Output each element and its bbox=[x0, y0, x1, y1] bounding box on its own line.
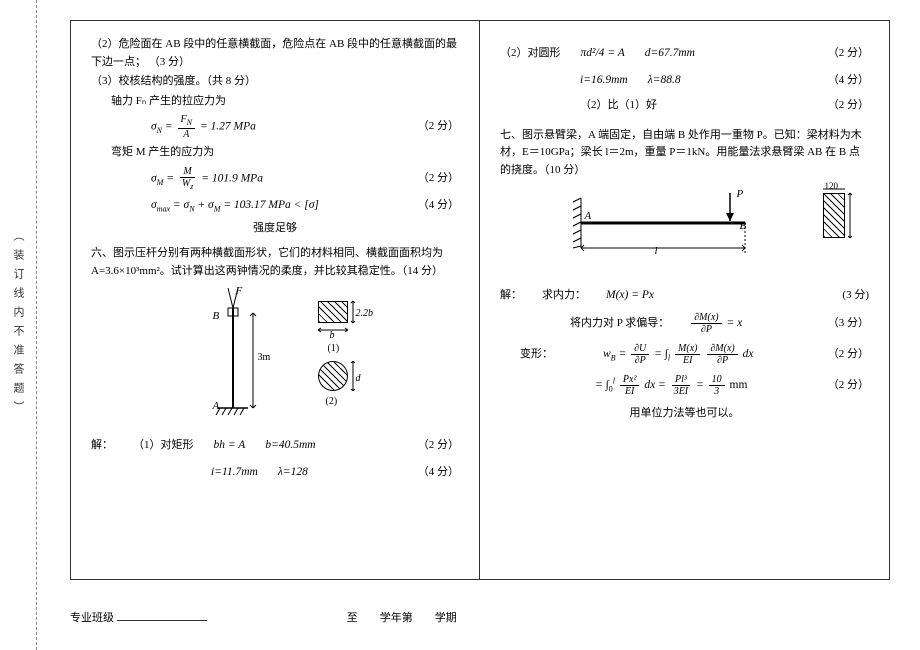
circle-section: d (2) bbox=[318, 361, 358, 416]
circ-eq1: πd²/4 = A bbox=[581, 44, 625, 62]
diag-d: d bbox=[356, 371, 361, 387]
result-formula: = ∫0l Px²EI dx = Pl³3EI = 103 mm bbox=[595, 374, 747, 397]
item3-text: （3）校核结构的强度。（共 8 分） bbox=[91, 73, 256, 91]
rect-lambda: λ=128 bbox=[278, 463, 308, 481]
q6-diagram-area: F B A 3m 2.2b b (1) bbox=[91, 288, 459, 428]
sigma-max-formula: σmax = σN + σM = 103.17 MPa < [σ] bbox=[151, 196, 319, 216]
beam-section: 120 bbox=[815, 193, 855, 253]
q7-result: = ∫0l Px²EI dx = Pl³3EI = 103 mm （2 分） bbox=[595, 374, 869, 397]
diag-label-2: (2) bbox=[326, 394, 338, 410]
section-dim-svg bbox=[815, 185, 855, 245]
q7-internal-force: 解： 求内力： M(x) = Px (3 分) bbox=[500, 286, 869, 305]
result-unit: mm bbox=[730, 379, 748, 391]
right-column: （2）对圆形 πd²/4 = A d=67.7mm （2 分） i=16.9mm… bbox=[480, 21, 889, 579]
sigmaM-pts: （2 分） bbox=[418, 170, 459, 188]
diag-2b: 2.2b bbox=[356, 306, 374, 322]
solve-row-compare: （2）比（1）好 （2 分） bbox=[580, 97, 869, 115]
beam-l: l bbox=[655, 243, 658, 261]
result-pts: （2 分） bbox=[828, 377, 869, 395]
diag-label-1: (1) bbox=[328, 341, 340, 357]
sigma-max-pts: （4 分） bbox=[418, 197, 459, 215]
diag-A: A bbox=[213, 398, 220, 416]
rect-eq1: bh = A bbox=[214, 436, 246, 454]
circ-d: d=67.7mm bbox=[645, 44, 695, 62]
diag-B: B bbox=[213, 308, 220, 326]
circ-dim-svg bbox=[318, 361, 358, 391]
deform-label: 变形： bbox=[520, 346, 553, 364]
dM-eq-val: = x bbox=[726, 317, 742, 329]
derivative-text: 将内力对 P 求偏导： bbox=[570, 315, 669, 333]
rect-label: （1）对矩形 bbox=[133, 437, 194, 455]
circ-label: （2）对圆形 bbox=[500, 45, 561, 63]
two-column-layout: （2）危险面在 AB 段中的任意横截面，危险点在 AB 段中的任意横截面的最下边… bbox=[71, 21, 889, 579]
sigma-max-value: = 103.17 MPa < [σ] bbox=[223, 199, 319, 211]
beam-P: P bbox=[737, 186, 744, 204]
q7-derivative: 将内力对 P 求偏导： ∂M(x)∂P = x （3 分） bbox=[570, 312, 869, 335]
beam-svg bbox=[555, 188, 815, 278]
beam-B: B bbox=[740, 218, 747, 236]
solve-row-circ2: i=16.9mm λ=88.8 （4 分） bbox=[580, 71, 869, 90]
solve-row-circ: （2）对圆形 πd²/4 = A d=67.7mm （2 分） bbox=[500, 44, 869, 63]
circ-i: i=16.9mm bbox=[580, 71, 628, 89]
paragraph-item2: （2）危险面在 AB 段中的任意横截面，危险点在 AB 段中的任意横截面的最下边… bbox=[91, 36, 459, 71]
binding-note: （装订线内不准答题） bbox=[10, 230, 26, 420]
deriv-pts: （3 分） bbox=[828, 315, 869, 333]
diag-3m: 3m bbox=[258, 350, 271, 366]
sigmaM-formula: σM = MWz = 101.9 MPa bbox=[151, 166, 263, 192]
strut-diagram: F B A 3m bbox=[178, 288, 288, 428]
solve-label: 解： bbox=[91, 437, 113, 455]
rect-i: i=11.7mm bbox=[211, 463, 258, 481]
rect-pts1: （2 分） bbox=[418, 437, 459, 455]
circ-pts2: （4 分） bbox=[828, 72, 869, 90]
rect-section: 2.2b b (1) bbox=[318, 301, 373, 336]
wb-pts: （2 分） bbox=[828, 346, 869, 364]
q7-solve-label: 解： bbox=[500, 287, 522, 305]
term2: 学年第 bbox=[380, 612, 413, 624]
alt-method: 用单位力法等也可以。 bbox=[500, 405, 869, 423]
footer: 专业班级 至 学年第 学期 bbox=[70, 609, 890, 625]
circ-lambda: λ=88.8 bbox=[648, 71, 681, 89]
circ-pts1: （2 分） bbox=[828, 45, 869, 63]
beam-diagram: A B P l 120 bbox=[555, 188, 815, 278]
sigma-max-row: σmax = σN + σM = 103.17 MPa < [σ] （4 分） bbox=[151, 196, 459, 216]
sigmaN-formula: σN = FNA = 1.27 MPa bbox=[151, 114, 256, 140]
term1: 至 bbox=[347, 612, 358, 624]
if-pts: (3 分) bbox=[842, 287, 869, 305]
internal-force-label: 求内力： bbox=[542, 287, 586, 305]
Mx-formula: M(x) = Px bbox=[606, 286, 654, 304]
class-label: 专业班级 bbox=[70, 612, 114, 624]
axial-intro: 轴力 Fₙ 产生的拉应力为 bbox=[111, 93, 459, 111]
compare-pts: （2 分） bbox=[828, 97, 869, 115]
page-border: （2）危险面在 AB 段中的任意横截面，危险点在 AB 段中的任意横截面的最下边… bbox=[70, 20, 890, 580]
binding-dashed-line bbox=[36, 0, 37, 650]
wb-formula: wB = ∂U∂P = ∫l M(x)EI ∂M(x)∂P dx bbox=[603, 343, 753, 366]
solve-row-rect: 解： （1）对矩形 bh = A b=40.5mm （2 分） bbox=[91, 436, 459, 455]
item2-pts: （3 分） bbox=[149, 56, 190, 68]
item2-text: （2）危险面在 AB 段中的任意横截面，危险点在 AB 段中的任意横截面的最下边… bbox=[91, 38, 457, 68]
left-column: （2）危险面在 AB 段中的任意横截面，危险点在 AB 段中的任意横截面的最下边… bbox=[71, 21, 480, 579]
class-blank bbox=[117, 610, 207, 621]
bending-intro: 弯矩 M 产生的应力为 bbox=[111, 144, 459, 162]
q7-text: 七、图示悬臂梁，A 端固定，自由端 B 处作用一重物 P。已知：梁材料为木材，E… bbox=[500, 127, 869, 180]
term3: 学期 bbox=[435, 612, 457, 624]
compare-text: （2）比（1）好 bbox=[580, 97, 657, 115]
solve-row-rect2: i=11.7mm λ=128 （4 分） bbox=[211, 463, 459, 482]
section-shapes: 2.2b b (1) d (2) bbox=[318, 301, 373, 416]
dM-formula: ∂M(x)∂P = x bbox=[689, 312, 742, 335]
beam-A: A bbox=[585, 208, 592, 226]
q7-deform: 变形： wB = ∂U∂P = ∫l M(x)EI ∂M(x)∂P dx （2 … bbox=[500, 343, 869, 366]
q6-text: 六、图示压杆分别有两种横截面形状，它们的材料相同、横截面面积均为 A=3.6×1… bbox=[91, 245, 459, 280]
sigmaM-formula-row: σM = MWz = 101.9 MPa （2 分） bbox=[151, 166, 459, 192]
rect-pts2: （4 分） bbox=[418, 464, 459, 482]
diag-F: F bbox=[236, 283, 243, 301]
rect-b: b=40.5mm bbox=[265, 436, 315, 454]
sigmaN-formula-row: σN = FNA = 1.27 MPa （2 分） bbox=[151, 114, 459, 140]
sigmaN-pts: （2 分） bbox=[418, 118, 459, 136]
strut-svg bbox=[178, 288, 288, 428]
paragraph-item3: （3）校核结构的强度。（共 8 分） bbox=[91, 73, 459, 91]
sigmaN-value: = 1.27 MPa bbox=[200, 121, 256, 133]
sigmaM-value: = 101.9 MPa bbox=[201, 172, 263, 184]
strength-ok: 强度足够 bbox=[91, 220, 459, 238]
